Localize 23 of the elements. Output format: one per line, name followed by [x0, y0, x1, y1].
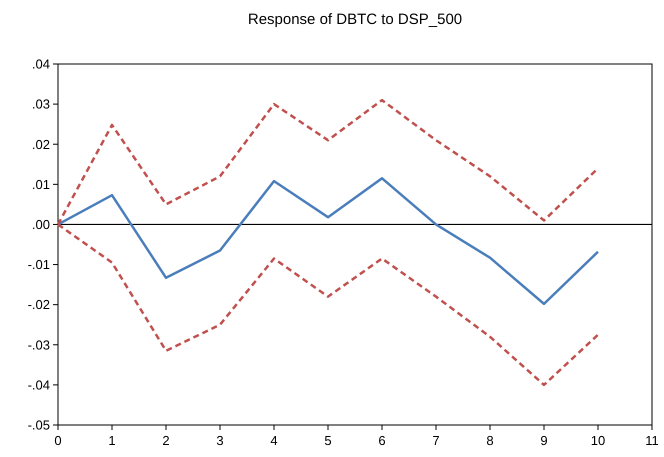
x-tick-label: 10: [590, 433, 606, 448]
y-tick-label: .01: [32, 176, 50, 192]
y-tick-label: -.01: [28, 257, 50, 272]
x-tick-label: 11: [645, 433, 659, 448]
x-tick-label: 6: [378, 433, 386, 448]
x-tick-label: 7: [432, 433, 440, 448]
y-tick-label: .02: [32, 136, 50, 152]
x-tick-label: 0: [54, 433, 62, 448]
x-tick-label: 1: [108, 433, 116, 448]
y-tick-label: .04: [32, 56, 50, 72]
x-tick-label: 9: [540, 433, 548, 448]
chart-title: Response of DBTC to DSP_500: [248, 11, 462, 28]
x-tick-label: 5: [324, 433, 332, 448]
y-tick-label: -.04: [28, 377, 50, 392]
y-tick-label: -.05: [28, 418, 50, 433]
x-tick-label: 8: [486, 433, 494, 448]
y-tick-label: -.03: [28, 337, 50, 352]
x-tick-label: 4: [270, 433, 278, 448]
x-tick-label: 3: [216, 433, 224, 448]
y-tick-label: -.02: [28, 297, 50, 312]
y-tick-label: .00: [32, 216, 50, 232]
y-tick-label: .03: [32, 96, 50, 112]
x-tick-label: 2: [162, 433, 170, 448]
